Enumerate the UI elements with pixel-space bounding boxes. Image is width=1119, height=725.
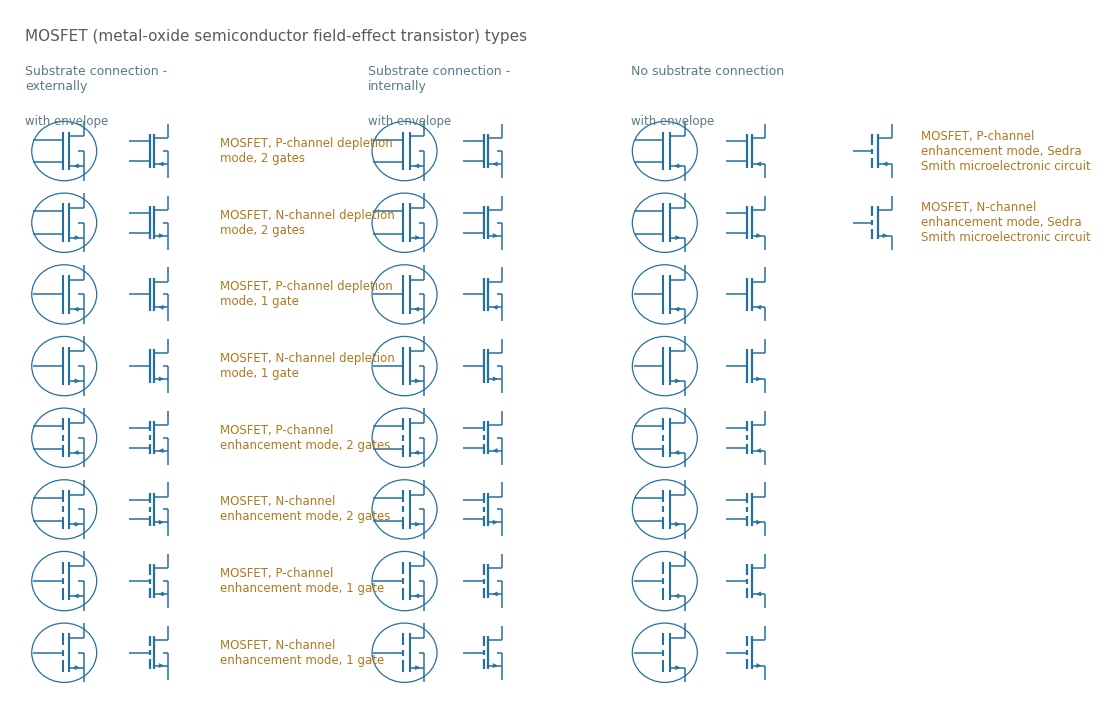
Text: MOSFET, P-channel depletion
mode, 1 gate: MOSFET, P-channel depletion mode, 1 gate <box>220 281 393 308</box>
Text: with envelope: with envelope <box>631 115 714 128</box>
Text: MOSFET, N-channel
enhancement mode, 2 gates: MOSFET, N-channel enhancement mode, 2 ga… <box>220 495 391 523</box>
Text: MOSFET, P-channel depletion
mode, 2 gates: MOSFET, P-channel depletion mode, 2 gate… <box>220 137 393 165</box>
Text: MOSFET, P-channel
enhancement mode, 2 gates: MOSFET, P-channel enhancement mode, 2 ga… <box>220 423 391 452</box>
Text: MOSFET, P-channel
enhancement mode, Sedra
Smith microelectronic circuit: MOSFET, P-channel enhancement mode, Sedr… <box>921 130 1091 173</box>
Text: Substrate connection -
externally: Substrate connection - externally <box>26 65 168 93</box>
Text: MOSFET, N-channel depletion
mode, 1 gate: MOSFET, N-channel depletion mode, 1 gate <box>220 352 395 380</box>
Text: with envelope: with envelope <box>26 115 109 128</box>
Text: MOSFET, P-channel
enhancement mode, 1 gate: MOSFET, P-channel enhancement mode, 1 ga… <box>220 567 385 595</box>
Text: MOSFET, N-channel
enhancement mode, 1 gate: MOSFET, N-channel enhancement mode, 1 ga… <box>220 639 385 667</box>
Text: MOSFET (metal-oxide semiconductor field-effect transistor) types: MOSFET (metal-oxide semiconductor field-… <box>26 29 527 44</box>
Text: No substrate connection: No substrate connection <box>631 65 784 78</box>
Text: Substrate connection -
internally: Substrate connection - internally <box>368 65 510 93</box>
Text: with envelope: with envelope <box>368 115 451 128</box>
Text: MOSFET, N-channel
enhancement mode, Sedra
Smith microelectronic circuit: MOSFET, N-channel enhancement mode, Sedr… <box>921 202 1091 244</box>
Text: MOSFET, N-channel depletion
mode, 2 gates: MOSFET, N-channel depletion mode, 2 gate… <box>220 209 395 237</box>
